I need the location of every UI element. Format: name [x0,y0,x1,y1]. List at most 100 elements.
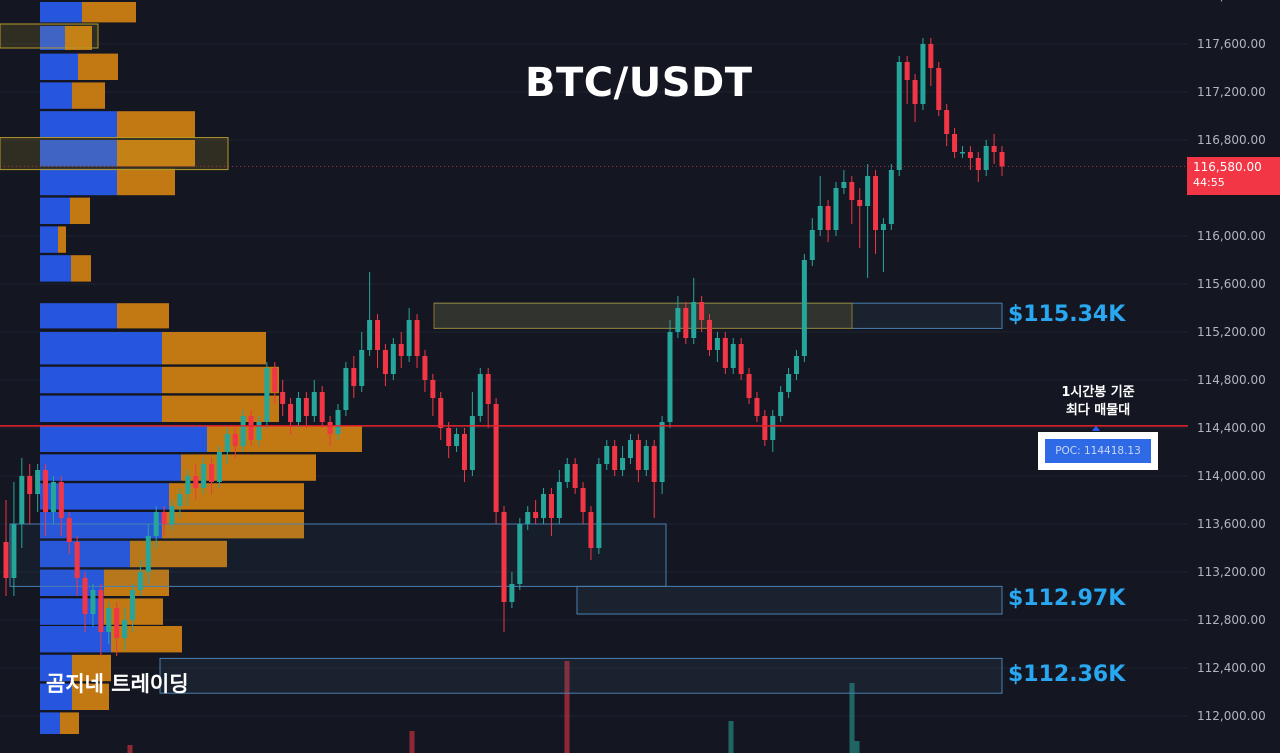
profile-sell-bar [72,683,109,710]
candle-body [548,494,554,518]
y-tick-label: 116,800.00 [1197,133,1266,147]
y-tick-label: 118,000.00 [1197,0,1266,3]
candle-body [778,392,784,416]
candle-body [311,392,317,416]
candle-body [367,320,373,350]
y-tick-label: 115,600.00 [1197,277,1266,291]
price-zones [0,23,1003,694]
candle-body [446,428,452,446]
profile-sell-bar [60,712,79,734]
profile-buy-bar [40,683,72,710]
candle-body [556,482,562,518]
volume-bars [127,661,860,753]
candle-body [643,446,649,470]
candle-body [343,368,349,410]
candle-body [612,446,618,470]
poc-annotation: 1시간봉 기준 최다 매물대 [1040,384,1156,420]
zone-box [159,657,1003,694]
y-tick-label: 112,800.00 [1197,613,1266,627]
candle-body [58,482,64,518]
chart-title: BTC/USDT [525,60,753,106]
candle-body [936,68,942,110]
y-tick-label: 113,600.00 [1197,517,1266,531]
profile-sell-bar [111,626,182,653]
candle-body [493,404,499,512]
candle-body [572,464,578,488]
candle-body [659,422,665,482]
profile-sell-bar [117,303,169,329]
profile-sell-bar [117,111,195,138]
candle-body [438,398,444,428]
profile-sell-bar [162,395,279,422]
candle-body [912,80,918,104]
candle-body [896,62,902,170]
candle-body [129,590,135,620]
candle-body [359,350,365,386]
candle-body [999,152,1005,167]
candle-body [209,464,215,482]
volume-bar [728,721,734,753]
price-axis[interactable]: 118,000.00 117,600.00 117,200.00 116,800.00… [1188,0,1280,753]
candle-body [873,176,879,230]
candle-body [469,416,475,470]
profile-sell-bar [71,255,91,282]
candle-countdown: 44:55 [1193,176,1225,190]
range-box [9,523,667,587]
candle-body [461,434,467,470]
candle-body [541,494,547,518]
candle-body [833,188,839,230]
zone-label-support-upper: $112.97K [1008,586,1126,612]
candle-body [928,44,934,68]
y-tick-label: 113,200.00 [1197,565,1266,579]
candle-body [201,464,207,488]
profile-buy-bar [40,226,58,253]
candle-body [564,464,570,482]
profile-buy-bar [40,425,207,452]
candle-body [264,368,270,422]
profile-buy-bar [40,197,70,224]
candle-body [295,398,301,422]
candle-body [588,512,594,548]
profile-buy-bar [40,712,60,734]
candle-body [382,350,388,374]
candle-body [596,464,602,548]
candle-body [904,62,910,80]
candle-body [754,398,760,416]
y-tick-label: 117,200.00 [1197,85,1266,99]
candle-body [746,374,752,398]
candle-body [98,590,104,632]
watermark-text: 곰지네 트레이딩 [46,672,189,696]
profile-highlight-box-top [0,23,99,49]
candle-body [825,206,831,230]
profile-sell-bar [162,332,266,365]
candle-body [153,512,159,536]
profile-buy-bar [40,395,162,422]
candle-body [485,374,491,404]
candle-body [248,416,254,440]
candle-body [19,476,25,524]
zone-box [433,302,1003,329]
candle-body [809,230,815,260]
candle-body [422,356,428,380]
candle-body [232,434,238,446]
candle-body [114,608,120,638]
candle-body [714,338,720,350]
candle-body [375,320,381,350]
profile-sell-bar [58,226,66,253]
candle-body [414,320,420,356]
candle-body [430,380,436,398]
candle-body [50,482,56,512]
candle-body [770,416,776,440]
candle-body [967,152,973,158]
profile-sell-bar [117,140,195,167]
profile-sell-bar [70,197,90,224]
candle-body [74,542,80,578]
y-tick-label: 114,800.00 [1197,373,1266,387]
y-tick-label: 115,200.00 [1197,325,1266,339]
last-price-tag: 116,580.00 44:55 [1187,157,1280,196]
volume-bar [849,683,855,753]
candle-body [137,572,143,590]
poc-note-line2: 최다 매물대 [1065,403,1131,418]
candle-body [145,536,151,572]
